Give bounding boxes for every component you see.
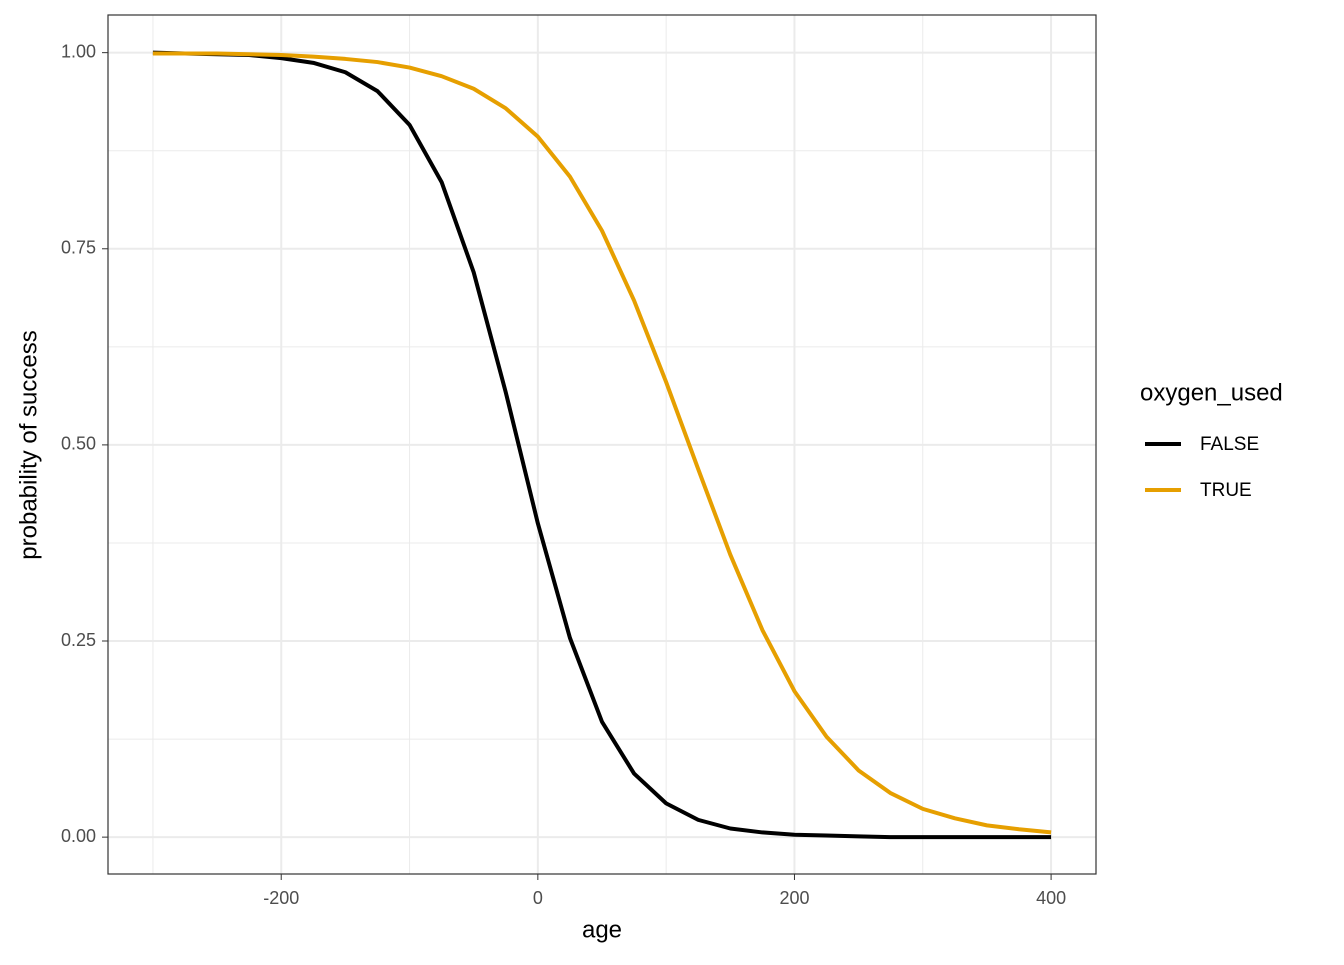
y-tick-label: 0.50: [61, 434, 96, 454]
y-tick-label: 1.00: [61, 41, 96, 61]
x-tick-label: 400: [1036, 888, 1066, 908]
legend-title: oxygen_used: [1140, 379, 1283, 406]
y-tick-label: 0.25: [61, 630, 96, 650]
x-tick-label: -200: [263, 888, 299, 908]
legend-item: TRUE: [1200, 480, 1252, 501]
x-axis-title: age: [582, 916, 622, 943]
line: [152, 50, 1052, 840]
x-tick-label: 0: [533, 888, 543, 908]
line: [152, 51, 1052, 835]
x-tick-label: 200: [779, 888, 809, 908]
y-axis-title: probability of success: [15, 330, 42, 559]
legend-item: FALSE: [1200, 434, 1259, 455]
y-tick-label: 0.75: [61, 238, 96, 258]
y-tick-label: 0.00: [61, 826, 96, 846]
panel-border: [107, 14, 1097, 875]
